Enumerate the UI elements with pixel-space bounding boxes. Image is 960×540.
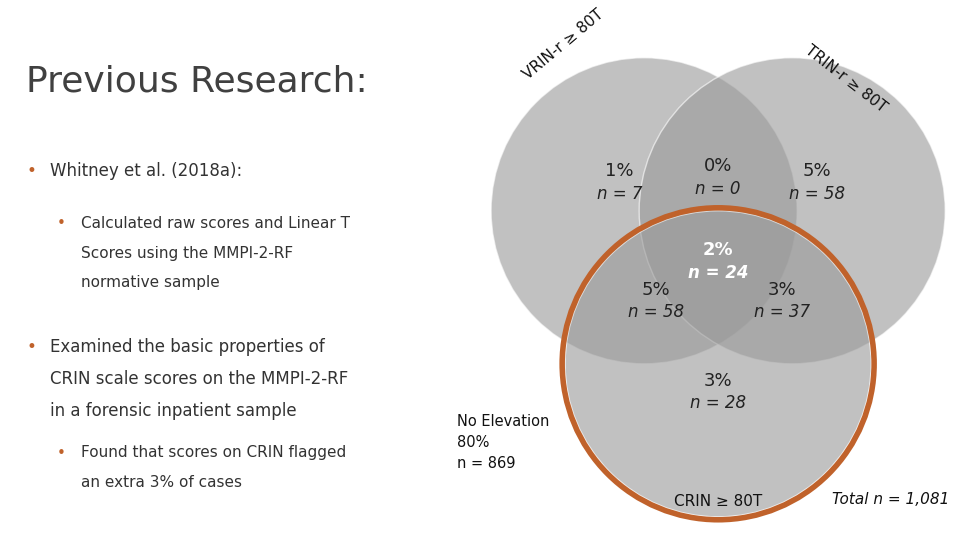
Text: Whitney et al. (2018a):: Whitney et al. (2018a): [50, 162, 243, 180]
Text: 3%: 3% [768, 281, 797, 299]
Text: Total n = 1,081: Total n = 1,081 [832, 491, 949, 507]
Text: Scores using the MMPI-2-RF: Scores using the MMPI-2-RF [81, 246, 293, 261]
Text: Previous Research:: Previous Research: [26, 65, 368, 99]
Circle shape [565, 211, 871, 517]
Circle shape [492, 58, 797, 364]
Text: Found that scores on CRIN flagged: Found that scores on CRIN flagged [81, 446, 346, 461]
Text: 3%: 3% [704, 372, 732, 389]
Text: TRIN-r ≥ 80T: TRIN-r ≥ 80T [802, 43, 889, 116]
Circle shape [639, 58, 946, 364]
Text: VRIN-r ≥ 80T: VRIN-r ≥ 80T [520, 6, 607, 83]
Text: 5%: 5% [641, 281, 670, 299]
Text: 5%: 5% [803, 163, 831, 180]
Text: 1%: 1% [605, 163, 634, 180]
Text: n = 24: n = 24 [688, 264, 749, 282]
Text: •: • [57, 216, 65, 231]
Text: CRIN scale scores on the MMPI-2-RF: CRIN scale scores on the MMPI-2-RF [50, 370, 348, 388]
Text: 2%: 2% [703, 241, 733, 259]
Text: normative sample: normative sample [81, 275, 220, 291]
Text: n = 0: n = 0 [695, 180, 741, 198]
Text: in a forensic inpatient sample: in a forensic inpatient sample [50, 402, 297, 420]
Text: No Elevation
80%
n = 869: No Elevation 80% n = 869 [457, 414, 549, 471]
Text: •: • [57, 446, 65, 461]
Text: n = 37: n = 37 [755, 303, 810, 321]
Text: CRIN ≥ 80T: CRIN ≥ 80T [674, 494, 762, 509]
Text: Examined the basic properties of: Examined the basic properties of [50, 338, 325, 355]
Text: n = 7: n = 7 [597, 185, 642, 203]
Text: n = 58: n = 58 [789, 185, 845, 203]
Text: n = 28: n = 28 [690, 394, 746, 412]
Text: 0%: 0% [704, 157, 732, 176]
Text: an extra 3% of cases: an extra 3% of cases [81, 475, 242, 490]
Text: n = 58: n = 58 [628, 303, 684, 321]
Text: •: • [26, 338, 36, 355]
Text: •: • [26, 162, 36, 180]
Text: Calculated raw scores and Linear T: Calculated raw scores and Linear T [81, 216, 349, 231]
